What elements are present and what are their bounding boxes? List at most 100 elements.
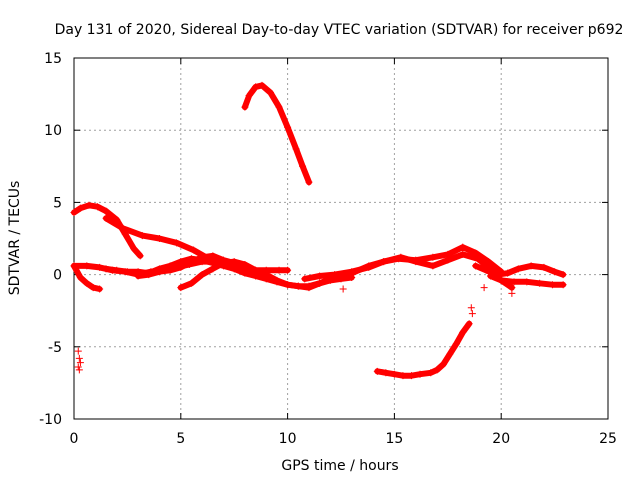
- data-point: [301, 275, 309, 283]
- data-point: [559, 271, 567, 279]
- y-tick-label: 5: [53, 195, 62, 211]
- y-tick-label: 10: [44, 123, 62, 139]
- data-point: [452, 340, 460, 348]
- data-point: [198, 271, 206, 279]
- data-point: [446, 350, 454, 358]
- data-point: [134, 272, 142, 280]
- data-point: [472, 262, 480, 270]
- data-point: [465, 320, 473, 328]
- data-point: [284, 123, 292, 131]
- data-point: [96, 285, 104, 293]
- data-point: [138, 232, 146, 240]
- data-point: [540, 263, 548, 271]
- x-tick-label: 25: [599, 431, 617, 447]
- data-point: [123, 268, 131, 276]
- x-axis-label: GPS time / hours: [281, 458, 398, 474]
- y-tick-label: -10: [39, 412, 62, 428]
- data-point: [177, 263, 185, 271]
- data-point: [230, 258, 238, 266]
- data-point: [548, 281, 556, 289]
- data-point: [559, 281, 567, 289]
- data-point: [155, 268, 163, 276]
- data-point: [339, 285, 347, 293]
- data-point: [427, 369, 435, 377]
- data-point: [130, 245, 138, 253]
- data-point: [75, 354, 83, 362]
- data-point: [429, 262, 437, 270]
- data-point: [390, 370, 398, 378]
- data-point: [399, 372, 407, 380]
- data-point: [440, 360, 448, 368]
- data-point: [467, 304, 475, 312]
- series-arc-late-2: [487, 272, 567, 289]
- data-point: [316, 272, 324, 280]
- data-point: [267, 89, 275, 97]
- data-series: [70, 81, 567, 380]
- data-point: [294, 282, 302, 290]
- data-point: [284, 266, 292, 274]
- data-point: [474, 255, 482, 263]
- y-tick-label: 15: [44, 51, 62, 67]
- series-arc-mid: [301, 243, 505, 283]
- data-point: [209, 265, 217, 273]
- data-point: [241, 269, 249, 277]
- data-point: [523, 278, 531, 286]
- data-point: [380, 258, 388, 266]
- data-point: [316, 279, 324, 287]
- data-point: [83, 262, 91, 270]
- data-point: [83, 279, 91, 287]
- chart-title: Day 131 of 2020, Sidereal Day-to-day VTE…: [55, 22, 624, 38]
- data-point: [76, 204, 84, 212]
- data-point: [198, 253, 206, 261]
- data-point: [514, 265, 522, 273]
- data-point: [241, 260, 249, 268]
- data-point: [284, 281, 292, 289]
- grid-lines: [74, 58, 608, 419]
- data-point: [145, 271, 153, 279]
- data-point: [292, 145, 300, 153]
- data-point: [85, 201, 93, 209]
- x-tick-label: 15: [385, 431, 403, 447]
- data-point: [70, 209, 78, 217]
- series-arc-wave-2: [177, 258, 356, 292]
- data-point: [510, 278, 518, 286]
- series-line: [374, 320, 473, 379]
- data-point: [508, 289, 516, 297]
- data-point: [373, 367, 381, 375]
- data-point: [275, 103, 283, 111]
- data-point: [96, 263, 104, 271]
- data-point: [504, 269, 512, 277]
- data-point: [337, 275, 345, 283]
- data-point: [209, 252, 217, 260]
- data-point: [326, 276, 334, 284]
- data-point: [299, 162, 307, 170]
- data-point: [348, 269, 356, 277]
- data-point: [459, 243, 467, 251]
- data-point: [331, 271, 339, 279]
- series-arc-hump-early: [70, 201, 144, 260]
- data-point: [497, 276, 505, 284]
- data-point: [102, 214, 110, 222]
- data-point: [551, 268, 559, 276]
- data-point: [76, 273, 84, 281]
- data-point: [487, 272, 495, 280]
- data-point: [220, 259, 228, 267]
- data-point: [102, 265, 110, 273]
- series-line: [241, 82, 312, 186]
- data-point: [102, 207, 110, 215]
- data-point: [258, 81, 266, 89]
- data-point: [536, 279, 544, 287]
- data-point: [468, 310, 476, 318]
- y-tick-label: 0: [53, 268, 62, 284]
- data-point: [93, 203, 101, 211]
- data-point: [429, 253, 437, 261]
- data-point: [365, 262, 373, 270]
- x-tick-label: 10: [279, 431, 297, 447]
- data-point: [480, 284, 488, 292]
- series-arc-late: [472, 262, 567, 279]
- data-point: [187, 279, 195, 287]
- plot-frame: [73, 57, 609, 420]
- data-point: [433, 366, 441, 374]
- data-point: [119, 224, 127, 232]
- y-tick-label: -5: [48, 340, 62, 356]
